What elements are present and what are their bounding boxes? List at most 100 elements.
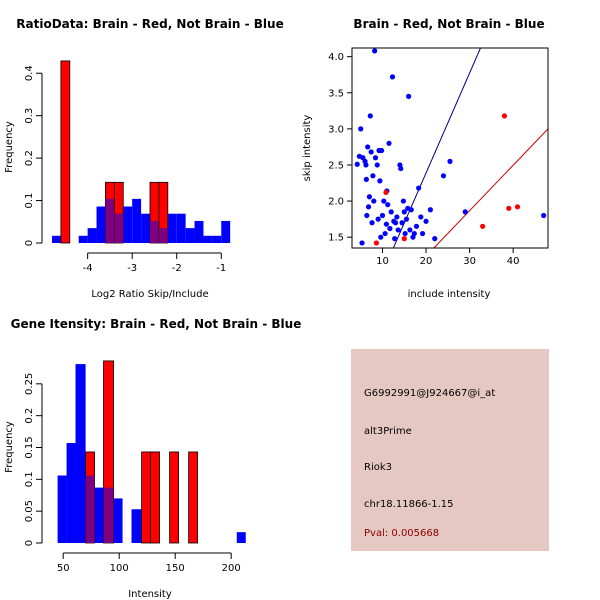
ratio-blue-bar-13: [185, 228, 195, 243]
scatter-blue-point-11: [366, 194, 373, 200]
scatter-x-tick-label-2: 30: [463, 256, 476, 267]
info-panel-background: [351, 349, 549, 551]
scatter-blue-point-60: [440, 173, 447, 179]
intensity-x-tick-label-0: 50: [57, 563, 70, 574]
scatter-blue-point-16: [371, 198, 377, 204]
scatter-red-point-4: [501, 113, 508, 119]
scatter-blue-point-19: [374, 162, 380, 168]
ratio-x-tick-label-0: -4: [83, 263, 93, 274]
intensity-chart-title: Gene Itensity: Brain - Red, Not Brain - …: [11, 317, 302, 331]
ratio-blue-bar-12: [176, 213, 186, 243]
ratio-blue-bar-3: [96, 206, 106, 243]
scatter-red-point-6: [514, 204, 521, 210]
scatter-y-tick-label-0: 1.5: [328, 233, 344, 244]
intensity-histogram: 50 100 150 200 0 0.05 0.1 0.15 0.2 0.25: [24, 360, 246, 574]
scatter-blue-point-44: [401, 209, 407, 215]
scatter-blue-point-61: [447, 158, 453, 164]
intensity-y-tick-label-1: 0.05: [24, 500, 35, 522]
scatter-blue-point-26: [381, 198, 387, 204]
ratio-y-tick-label-4: 0.4: [24, 65, 35, 81]
intensity-overlap-bar-0: [85, 475, 95, 543]
ratio-y-tick-label-1: 0.1: [24, 193, 35, 209]
scatter-blue-point-14: [369, 220, 375, 226]
intensity-y-tick-label-3: 0.15: [24, 436, 35, 458]
intensity-red-bar-5: [188, 451, 198, 544]
scatter-red-point-0: [373, 240, 379, 246]
ratio-histogram: -4 -3 -2 -1 0 0.1 0.2 0.3 0.4: [24, 60, 231, 274]
scatter-blue-point-7: [363, 176, 369, 183]
ratio-blue-bar-15: [203, 235, 213, 243]
ratio-overlap-bar-2: [114, 213, 124, 243]
scatter-blue-point-54: [416, 185, 422, 191]
scatter-plot-frame: [351, 47, 549, 249]
scatter-y-tick-label-1: 2.0: [328, 197, 344, 208]
scatter-blue-point-48: [406, 93, 412, 99]
ratio-blue-bar-16: [212, 235, 222, 243]
intensity-y-tick-label-0: 0: [24, 540, 35, 546]
scatter-x-tick-label-3: 40: [507, 256, 520, 267]
info-panel: G6992991@J924667@i_at alt3Prime Riok3 ch…: [351, 349, 549, 551]
intensity-y-tick-label-5: 0.25: [24, 373, 35, 395]
scatter-blue-point-63: [541, 212, 547, 219]
ratio-blue-bar-2: [87, 228, 97, 243]
intensity-overlap-bar-1: [103, 487, 114, 543]
scatter-blue-point-58: [427, 207, 433, 213]
scatter-blue-point-50: [408, 207, 414, 213]
intensity-x-tick-label-2: 150: [166, 563, 185, 574]
ratio-x-tick-label-1: -3: [127, 263, 137, 274]
scatter-blue-point-3: [359, 240, 365, 246]
ratio-x-tick-label-3: -1: [216, 263, 226, 274]
intensity-red-bar-2: [141, 451, 151, 544]
scatter-blue-point-17: [372, 48, 378, 54]
ratio-x-tick-label-2: -2: [172, 263, 182, 274]
scatter-blue-point-36: [392, 236, 398, 242]
scatter-blue-point-0: [354, 161, 360, 167]
ratio-blue-bar-11: [167, 213, 177, 243]
ratio-blue-bar-17: [221, 220, 231, 243]
scatter-red-point-5: [506, 205, 512, 211]
intensity-x-tick-label-3: 200: [222, 563, 241, 574]
scatter-blue-regression-line: [392, 48, 481, 248]
intensity-y-tick-label-4: 0.2: [24, 408, 35, 424]
scatter-blue-point-42: [399, 220, 405, 226]
scatter-y-tick-label-5: 4.0: [328, 52, 344, 63]
ratio-chart-title: RatioData: Brain - Red, Not Brain - Blue: [16, 17, 283, 31]
intensity-x-tick-label-1: 100: [110, 563, 129, 574]
scatter-blue-point-27: [382, 230, 388, 237]
scatter-y-axis-label: skip intensity: [302, 115, 313, 182]
ratio-blue-bar-7: [132, 198, 142, 243]
scatter-blue-point-43: [400, 198, 406, 204]
scatter-blue-point-37: [392, 220, 399, 226]
scatter-blue-point-59: [432, 236, 438, 242]
scatter-blue-point-53: [413, 223, 420, 229]
scatter-blue-point-23: [378, 234, 384, 240]
scatter-blue-point-62: [462, 209, 468, 215]
event-type-text: alt3Prime: [364, 426, 412, 437]
scatter-blue-point-55: [418, 214, 424, 220]
scatter-blue-point-33: [388, 209, 394, 215]
location-text: chr18.11866-1.15: [364, 499, 454, 510]
gene-name-text: Riok3: [364, 462, 392, 473]
ratio-blue-bar-6: [123, 206, 133, 243]
scatter-red-point-1: [383, 189, 389, 196]
scatter-red-regression-line: [433, 128, 548, 248]
scatter-y-tick-label-2: 2.5: [328, 160, 344, 171]
scatter-blue-point-6: [363, 162, 369, 168]
intensity-y-tick-label-2: 0.1: [24, 471, 35, 487]
scatter-y-tick-label-3: 3.0: [328, 124, 344, 135]
scatter-blue-point-18: [372, 155, 379, 161]
scatter-blue-point-39: [395, 227, 401, 233]
scatter-blue-point-45: [402, 230, 408, 237]
scatter-blue-point-20: [375, 216, 381, 222]
scatter-blue-point-38: [394, 214, 400, 220]
scatter-blue-point-41: [398, 165, 404, 172]
scatter-red-point-2: [401, 236, 407, 242]
scatter-blue-point-57: [423, 218, 429, 224]
scatter-blue-point-25: [379, 212, 386, 219]
scatter-blue-point-52: [411, 230, 417, 237]
intensity-blue-bar-0: [57, 475, 67, 543]
scatter-plot: 10 20 30 40 1.5 2.0 2.5 3.0 3.5 4.0: [328, 47, 549, 267]
scatter-blue-point-13: [368, 149, 374, 155]
intensity-blue-bar-6: [113, 498, 123, 543]
